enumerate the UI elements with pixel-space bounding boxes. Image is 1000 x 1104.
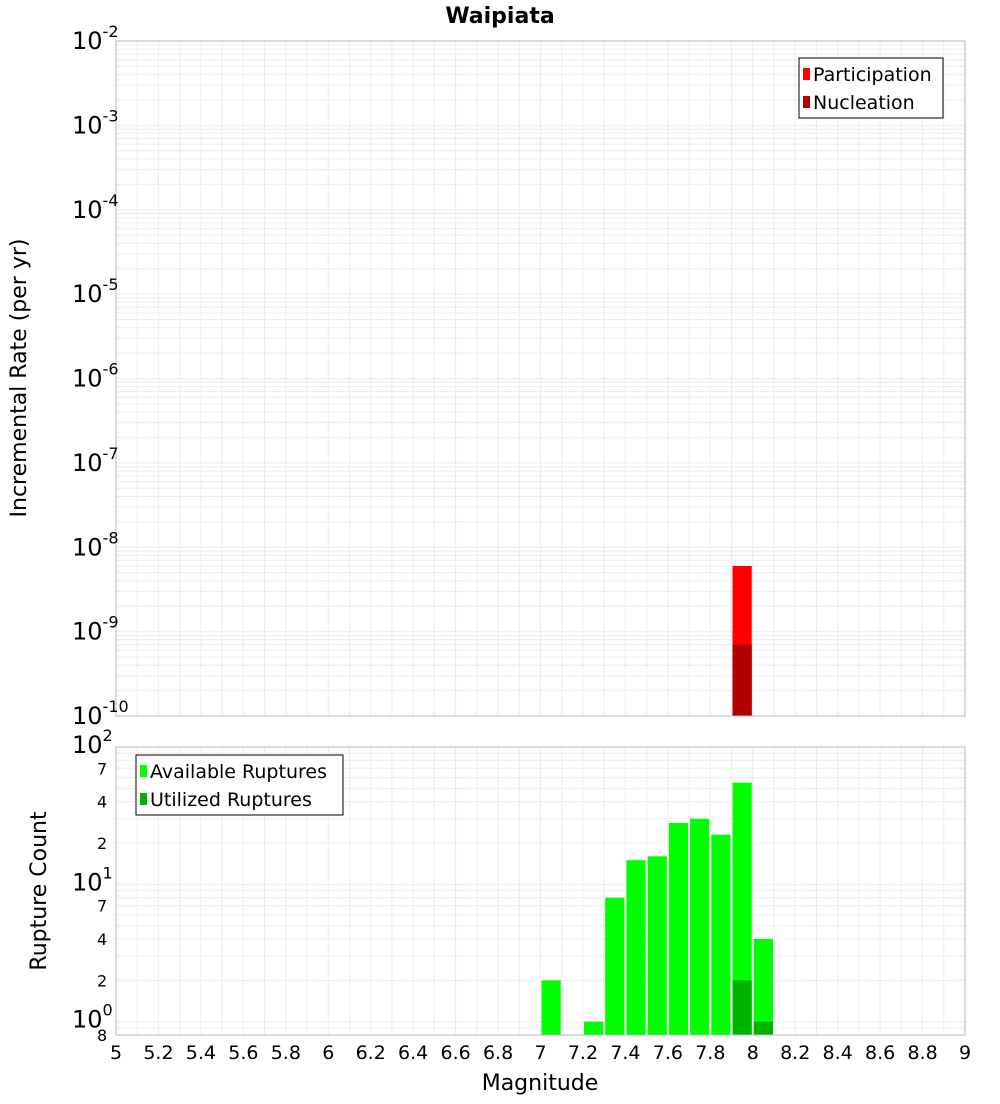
count-bar-primary <box>732 782 752 1035</box>
x-tick-label: 9 <box>959 1042 971 1064</box>
y-tick-label: 10-4 <box>72 191 119 224</box>
y-tick-label: 4 <box>97 793 107 812</box>
x-tick-label: 7.2 <box>568 1042 598 1064</box>
x-tick-label: 8.6 <box>865 1042 895 1064</box>
legend-label: Available Ruptures <box>150 761 327 783</box>
count-bar-primary <box>626 860 646 1035</box>
y-tick-label: 10-5 <box>72 275 119 308</box>
y-tick-label: 100 <box>72 1001 113 1034</box>
count-bar-primary <box>690 818 710 1035</box>
count-bar-primary <box>711 834 731 1035</box>
rate-y-axis-label: Incremental Rate (per yr) <box>7 239 32 518</box>
count-bar-primary <box>541 980 561 1035</box>
rate-legend: Participation Nucleation <box>798 57 944 119</box>
x-tick-label: 7.8 <box>695 1042 725 1064</box>
x-axis-label: Magnitude <box>482 1071 599 1096</box>
y-tick-label: 4 <box>97 930 107 949</box>
count-legend: Available Ruptures Utilized Ruptures <box>135 754 344 816</box>
x-tick-label: 6.8 <box>483 1042 513 1064</box>
x-tick-label: 6.2 <box>356 1042 386 1064</box>
y-tick-label: 10-9 <box>72 613 119 646</box>
x-tick-label: 5 <box>110 1042 122 1064</box>
y-tick-label: 10-7 <box>72 444 119 477</box>
y-tick-label: 2 <box>97 834 107 853</box>
x-tick-label: 5.4 <box>186 1042 216 1064</box>
legend-swatch <box>140 765 147 777</box>
count-bar-secondary <box>732 980 752 1035</box>
count-bar-primary <box>753 939 773 1035</box>
y-tick-label: 2 <box>97 971 107 990</box>
x-tick-label: 7 <box>534 1042 546 1064</box>
x-tick-label: 7.4 <box>610 1042 640 1064</box>
y-tick-label: 101 <box>72 863 113 896</box>
legend-box <box>135 754 344 816</box>
legend-swatch <box>803 96 810 108</box>
x-tick-label: 8.4 <box>823 1042 853 1064</box>
plot-frame <box>115 746 966 1036</box>
count-bar-primary <box>605 897 625 1035</box>
rate-bar-secondary <box>732 644 752 716</box>
count-y-axis-label: Rupture Count <box>27 811 52 971</box>
count-bar-primary <box>583 1021 604 1035</box>
y-tick-label: 10-3 <box>72 106 119 139</box>
legend-box <box>798 57 944 119</box>
y-tick-label: 7 <box>97 897 107 916</box>
y-tick-label: 10-8 <box>72 528 119 561</box>
legend-label: Nucleation <box>813 92 915 114</box>
y-tick-label: 102 <box>72 726 113 759</box>
legend-label: Utilized Ruptures <box>150 789 312 811</box>
y-tick-label: 8 <box>97 1026 107 1045</box>
x-tick-label: 7.6 <box>653 1042 683 1064</box>
y-tick-label: 10-10 <box>72 697 129 730</box>
count-bar-secondary <box>753 1021 773 1035</box>
x-tick-label: 5.8 <box>271 1042 301 1064</box>
y-tick-label: 7 <box>97 759 107 778</box>
legend-swatch <box>803 68 810 80</box>
count-bar-primary <box>647 856 667 1035</box>
x-tick-label: 8.2 <box>780 1042 810 1064</box>
count-bar-primary <box>668 822 689 1035</box>
legend-label: Participation <box>813 64 932 86</box>
x-tick-label: 5.2 <box>143 1042 173 1064</box>
plot-frame <box>115 40 966 717</box>
y-tick-label: 10-6 <box>72 360 119 393</box>
chart-title: Waipiata <box>445 4 554 29</box>
x-tick-label: 6.4 <box>398 1042 428 1064</box>
x-tick-labels: 5 5.2 5.4 5.6 5.8 6 6.2 6.4 6.6 6.8 7 7.2 7.4 7.6 7.8 8… <box>110 1042 971 1064</box>
x-tick-label: 6.6 <box>440 1042 470 1064</box>
y-tick-label: 10-2 <box>72 22 119 55</box>
legend-swatch <box>140 793 147 805</box>
x-tick-label: 6 <box>322 1042 334 1064</box>
x-tick-label: 8 <box>747 1042 759 1064</box>
x-tick-label: 5.6 <box>228 1042 258 1064</box>
rate-panel: 10-2 10-3 10-4 10-5 10-6 10-7 10-8 10-9 10-10 Par… <box>72 22 966 730</box>
x-tick-label: 8.8 <box>907 1042 937 1064</box>
